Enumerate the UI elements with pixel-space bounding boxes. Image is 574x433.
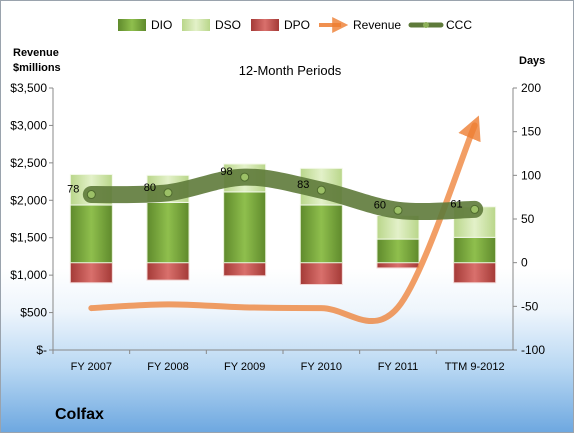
legend-label-revenue: Revenue	[353, 18, 401, 32]
bar-dio[interactable]	[223, 191, 267, 264]
legend-swatch-dio	[118, 19, 146, 31]
left-tick-labels: $3,500 $3,000 $2,500 $2,000 $1,500 $1,000 $500…	[10, 81, 53, 357]
ccc-data-label: 80	[144, 182, 156, 194]
left-tick-label: $2,500	[10, 156, 47, 170]
ccc-point[interactable]	[470, 204, 480, 214]
bar-dpo[interactable]	[453, 262, 497, 284]
right-tick-label: 0	[521, 256, 528, 270]
ccc-line[interactable]	[82, 168, 484, 220]
ccc-series: 78 80 98 83 60 61	[67, 166, 484, 220]
right-tick-label: 100	[521, 168, 541, 182]
left-axis-title-line2: $millions	[13, 62, 61, 74]
ccc-point[interactable]	[393, 205, 403, 215]
left-tick-label: $2,000	[10, 193, 47, 207]
legend-item-dpo[interactable]: DPO	[251, 18, 310, 32]
left-tick-label: $1,000	[10, 268, 47, 282]
legend: DIO DSO DPO Revenue CCC	[118, 17, 472, 33]
legend-label-ccc: CCC	[446, 18, 472, 32]
legend-label-dpo: DPO	[284, 18, 310, 32]
right-tick-label: 200	[521, 81, 541, 95]
company-name: Colfax	[55, 406, 104, 423]
legend-swatch-dpo	[251, 19, 279, 31]
right-tick-label: 150	[521, 125, 541, 139]
legend-item-ccc[interactable]: CCC	[408, 18, 472, 32]
legend-swatch-dso	[182, 19, 210, 31]
bar-dio[interactable]	[453, 236, 497, 264]
left-tick-label: $500	[20, 306, 47, 320]
x-category-label: FY 2009	[224, 361, 265, 373]
left-axis-title-line1: Revenue	[13, 47, 59, 59]
bar-dio[interactable]	[299, 204, 343, 264]
bar-dpo[interactable]	[299, 262, 343, 285]
revenue-line[interactable]	[88, 115, 481, 325]
x-category-labels: FY 2007 FY 2008 FY 2009 FY 2010 FY 2011 TTM 9…	[52, 350, 505, 373]
legend-label-dio: DIO	[151, 18, 172, 32]
legend-label-dso: DSO	[215, 18, 241, 32]
right-tick-label: -100	[521, 343, 545, 357]
x-category-label: TTM 9-2012	[445, 361, 505, 373]
bar-dio[interactable]	[69, 204, 113, 264]
ccc-point[interactable]	[240, 172, 250, 182]
left-tick-label: $3,000	[10, 118, 47, 132]
legend-marker-ccc	[423, 22, 429, 28]
left-tick-label: $1,500	[10, 231, 47, 245]
right-axis-title: Days	[519, 55, 545, 67]
ccc-point[interactable]	[163, 188, 173, 198]
ccc-data-label: 83	[297, 179, 309, 191]
legend-item-revenue[interactable]: Revenue	[319, 17, 401, 33]
ccc-point[interactable]	[316, 185, 326, 195]
legend-item-dio[interactable]: DIO	[118, 18, 172, 32]
bar-dpo[interactable]	[223, 262, 267, 277]
bar-dpo[interactable]	[146, 262, 190, 281]
bar-dio[interactable]	[146, 201, 190, 264]
left-tick-label: $-	[36, 343, 47, 357]
x-category-label: FY 2011	[378, 361, 419, 373]
bar-dpo[interactable]	[69, 262, 113, 284]
right-tick-labels: 200 150 100 50 0 -50 -100	[513, 81, 545, 357]
ccc-data-label: 98	[220, 166, 232, 178]
chart-title: 12-Month Periods	[239, 63, 342, 78]
ccc-data-label: 60	[374, 199, 386, 211]
ccc-point[interactable]	[86, 190, 96, 200]
x-category-label: FY 2010	[301, 361, 342, 373]
bar-dio[interactable]	[376, 238, 420, 264]
x-category-label: FY 2008	[147, 361, 188, 373]
legend-item-dso[interactable]: DSO	[182, 18, 241, 32]
ccc-data-label: 78	[67, 184, 79, 196]
bar-dpo[interactable]	[376, 262, 420, 269]
right-tick-label: -50	[521, 299, 539, 313]
left-tick-label: $3,500	[10, 81, 47, 95]
x-category-label: FY 2007	[71, 361, 112, 373]
ccc-data-label: 61	[450, 198, 462, 210]
revenue-series	[88, 115, 481, 325]
right-tick-label: 50	[521, 212, 535, 226]
